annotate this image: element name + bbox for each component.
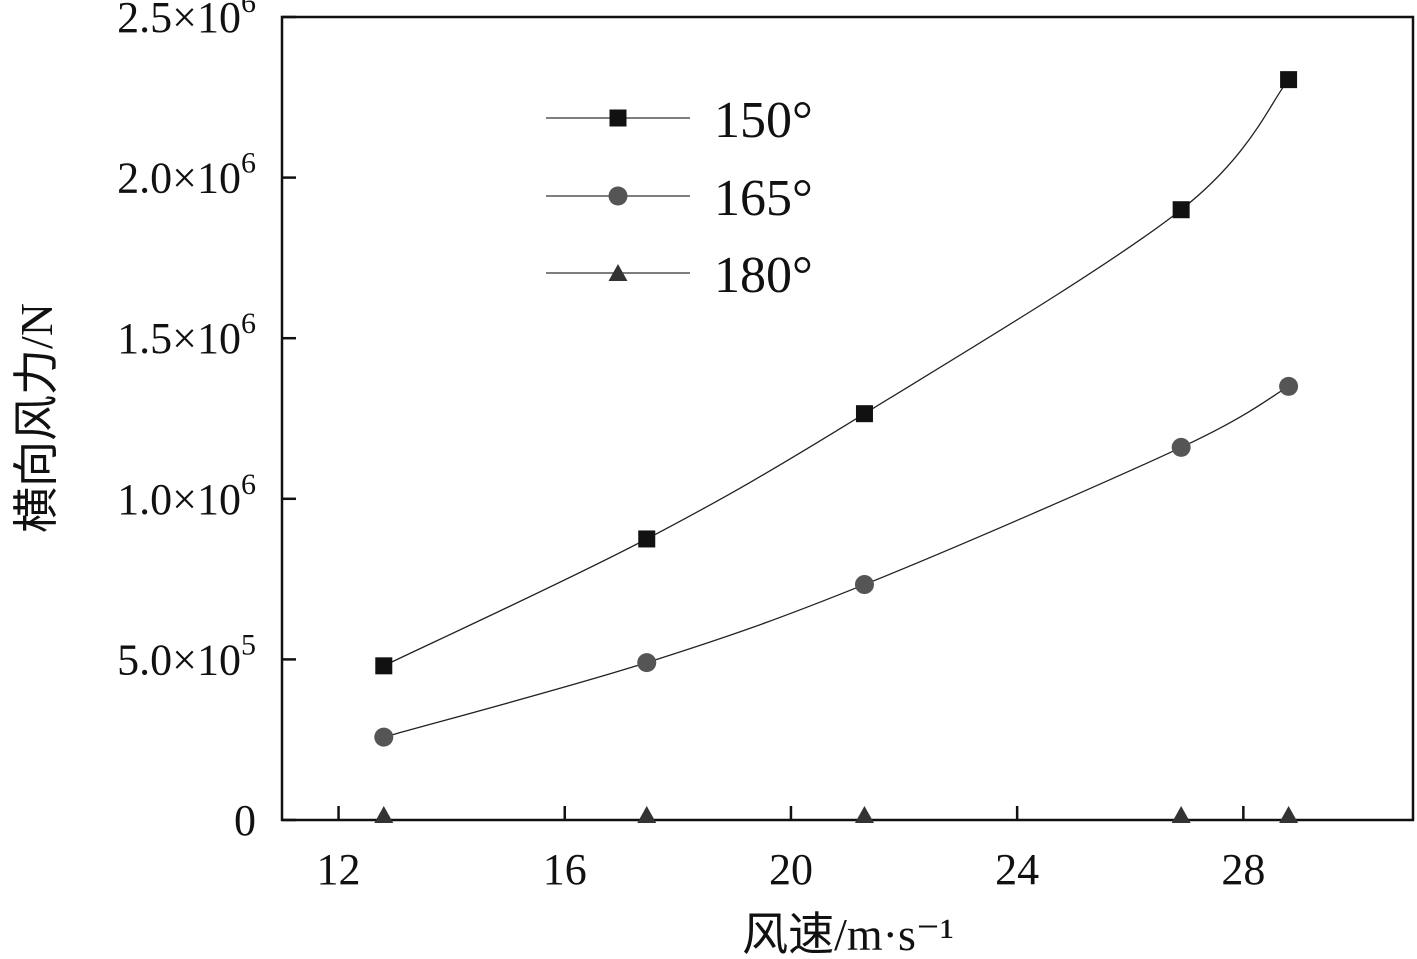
series-line <box>383 385 1289 738</box>
plot-frame <box>280 15 1415 822</box>
legend-marker <box>608 186 628 206</box>
y-tick-label: 1.0×106 <box>117 468 256 524</box>
y-tick-label: 2.5×106 <box>117 0 256 42</box>
data-point <box>374 727 394 747</box>
legend-label: 180° <box>714 247 813 304</box>
series-markers <box>374 71 1299 823</box>
legend-marker <box>609 109 627 127</box>
data-point <box>1279 806 1299 823</box>
y-tick-label: 5.0×105 <box>117 628 256 684</box>
x-tick-label: 28 <box>1221 845 1265 894</box>
legend-label: 150° <box>714 92 813 149</box>
x-tick-label: 24 <box>995 845 1039 894</box>
data-point <box>854 806 874 823</box>
data-point <box>1280 71 1298 89</box>
data-point <box>854 575 874 595</box>
y-axis: 0 5.0×105 1.0×106 1.5×106 2.0×106 2.5×106 <box>117 0 296 845</box>
series-lines <box>383 79 1290 738</box>
x-tick-label: 16 <box>543 845 587 894</box>
data-point <box>637 806 657 823</box>
x-tick-label: 20 <box>769 845 813 894</box>
y-tick-label: 2.0×106 <box>117 147 256 203</box>
x-axis-title: 风速/m·s⁻¹ <box>742 909 954 959</box>
legend: 150° 165° 180° <box>546 92 813 304</box>
x-axis: 12 16 20 24 28 <box>317 806 1265 894</box>
data-point <box>637 653 657 673</box>
data-point <box>1171 806 1191 823</box>
legend-label: 165° <box>714 170 813 227</box>
data-point <box>374 806 394 823</box>
y-tick-label: 0 <box>234 796 256 845</box>
data-point <box>1172 201 1190 219</box>
legend-marker <box>608 264 628 281</box>
data-point <box>638 530 656 548</box>
x-tick-label: 12 <box>317 845 361 894</box>
data-point <box>1171 437 1191 457</box>
data-point <box>855 405 873 423</box>
data-point <box>1279 376 1299 396</box>
data-point <box>375 657 393 675</box>
series-line <box>383 79 1290 667</box>
y-axis-title: 横向风力/N <box>11 303 62 533</box>
y-tick-label: 1.5×106 <box>117 307 256 363</box>
